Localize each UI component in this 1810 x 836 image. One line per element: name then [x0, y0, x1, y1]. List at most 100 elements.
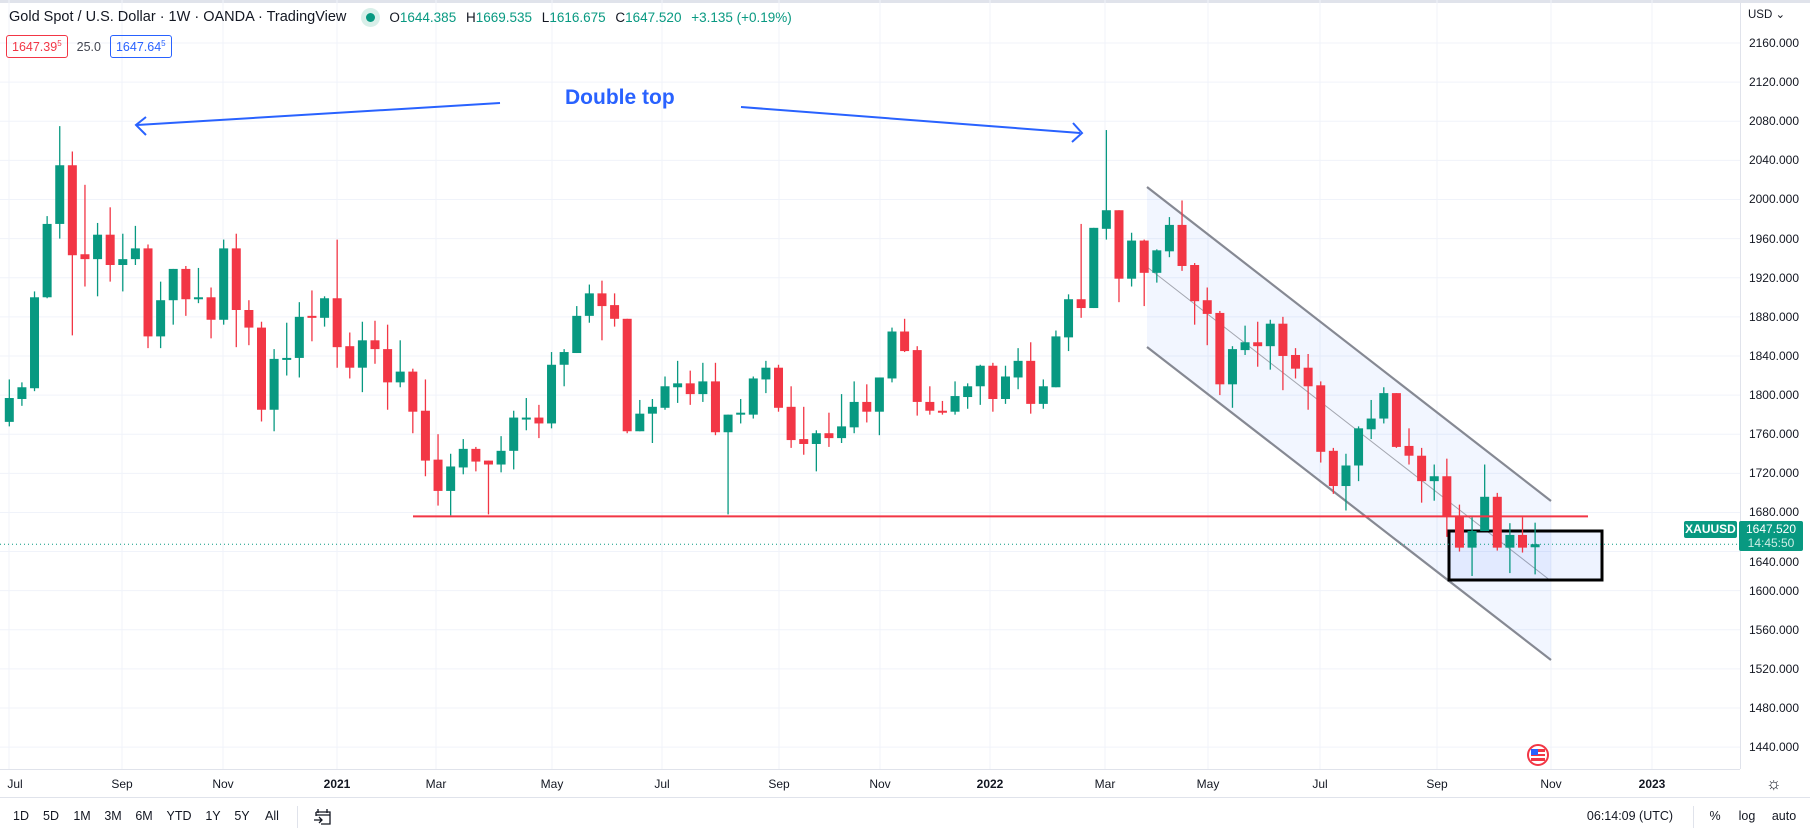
candle [483, 460, 493, 515]
candle [1341, 453, 1351, 511]
close-value: 1647.520 [625, 9, 682, 25]
candle-body [1038, 386, 1048, 404]
range-button-1y[interactable]: 1Y [205, 809, 221, 823]
time-axis[interactable]: Jul Sep Nov 2021 Mar May Jul Sep Nov 2022 Mar May Ju… [0, 769, 1740, 798]
candle-body [698, 381, 708, 395]
candle [1202, 287, 1212, 346]
candle [244, 300, 254, 346]
trend-channel-upper-line [1146, 186, 1552, 502]
candle [660, 376, 670, 410]
candle-body [1000, 376, 1010, 399]
time-tick-label: Jul [654, 777, 670, 791]
range-button-3m[interactable]: 3M [104, 809, 122, 823]
range-button-ytd[interactable]: YTD [166, 809, 192, 823]
candle-body [1114, 210, 1124, 279]
bid-price-pip: 5 [57, 39, 62, 48]
bid-price: 1647.39 [12, 40, 58, 55]
candle-body [219, 248, 229, 320]
candle-body [55, 165, 65, 224]
candle [874, 377, 884, 436]
candle [824, 412, 834, 447]
candle-body [660, 386, 670, 408]
candle [446, 453, 456, 516]
candle [937, 400, 947, 415]
candle-body [799, 439, 809, 444]
range-button-6m[interactable]: 6M [135, 809, 153, 823]
candle [383, 324, 393, 410]
sell-button[interactable]: 1647.395 [6, 35, 68, 59]
candle-body [597, 293, 607, 307]
candle [1114, 210, 1124, 303]
arrowhead-left-icon [134, 116, 147, 136]
candle [622, 318, 632, 434]
low-value: 1616.675 [549, 9, 606, 25]
time-tick-label: 2023 [1638, 777, 1666, 791]
candle [1278, 316, 1288, 391]
candle-body [547, 364, 557, 424]
us-economic-event-flag-icon[interactable] [1527, 744, 1549, 766]
range-button-1d[interactable]: 1D [13, 809, 29, 823]
candle-body [168, 268, 178, 301]
candle [193, 267, 203, 304]
range-button-1m[interactable]: 1M [73, 809, 91, 823]
range-button-5d[interactable]: 5D [43, 809, 59, 823]
price-axis[interactable]: 2160.000 2120.000 2080.000 2040.000 2000.000… [1740, 0, 1810, 769]
utc-clock[interactable]: 06:14:09 (UTC) [1586, 809, 1674, 823]
candle-body [1215, 312, 1225, 385]
candle [496, 436, 506, 473]
candle-body [937, 410, 947, 413]
candle-body [118, 259, 128, 266]
candle [900, 318, 910, 353]
candle [156, 281, 166, 349]
currency-selector[interactable]: USD ⌄ [1748, 9, 1786, 21]
candle-body [673, 383, 683, 388]
candle [1051, 330, 1061, 388]
log-scale-toggle[interactable]: log [1738, 809, 1756, 823]
candle-body [963, 386, 973, 398]
candle [433, 434, 443, 506]
candle [799, 406, 809, 455]
chart-settings-gear-icon[interactable]: ☼ [1766, 774, 1782, 793]
candle [774, 364, 784, 412]
candle-body [1227, 349, 1237, 385]
candle-body [4, 398, 14, 422]
candle [93, 222, 103, 297]
candle [1177, 200, 1187, 271]
candle-body [357, 340, 367, 368]
ohlc-values: O1644.385 H1669.535 L1616.675 C1647.520 … [389, 10, 797, 25]
range-button-all[interactable]: All [265, 809, 279, 823]
candle-body [231, 248, 241, 310]
candle-body [521, 417, 531, 420]
candle [509, 410, 519, 470]
candle [1379, 387, 1389, 424]
candle [395, 340, 405, 388]
candle-body [622, 318, 632, 432]
candle [950, 381, 960, 415]
candle-body [282, 357, 292, 360]
candle-body [93, 234, 103, 260]
candle-body [332, 298, 342, 348]
double-top-annotation[interactable]: Double top [565, 86, 675, 109]
candle-body [1177, 224, 1187, 266]
auto-scale-toggle[interactable]: auto [1771, 809, 1797, 823]
price-tick-label: 2000.000 [1748, 192, 1799, 207]
percent-scale-toggle[interactable]: % [1709, 809, 1721, 823]
candle [320, 296, 330, 327]
candle-body [559, 352, 569, 365]
candles [4, 126, 1540, 577]
candle [1265, 319, 1275, 370]
candle [420, 379, 430, 477]
candle-body [647, 406, 657, 414]
buy-button[interactable]: 1647.645 [109, 35, 172, 59]
candle-body [975, 365, 985, 387]
range-button-5y[interactable]: 5Y [234, 809, 250, 823]
date-range-calendar-icon[interactable] [313, 807, 332, 826]
candle-body [1164, 224, 1174, 252]
candle [105, 207, 115, 282]
candle [685, 370, 695, 405]
change-value: +3.135 (+0.19%) [691, 9, 792, 25]
top-border [0, 0, 1810, 3]
candle [282, 322, 292, 376]
symbol-title[interactable]: Gold Spot / U.S. Dollar · 1W · OANDA · T… [9, 9, 347, 25]
